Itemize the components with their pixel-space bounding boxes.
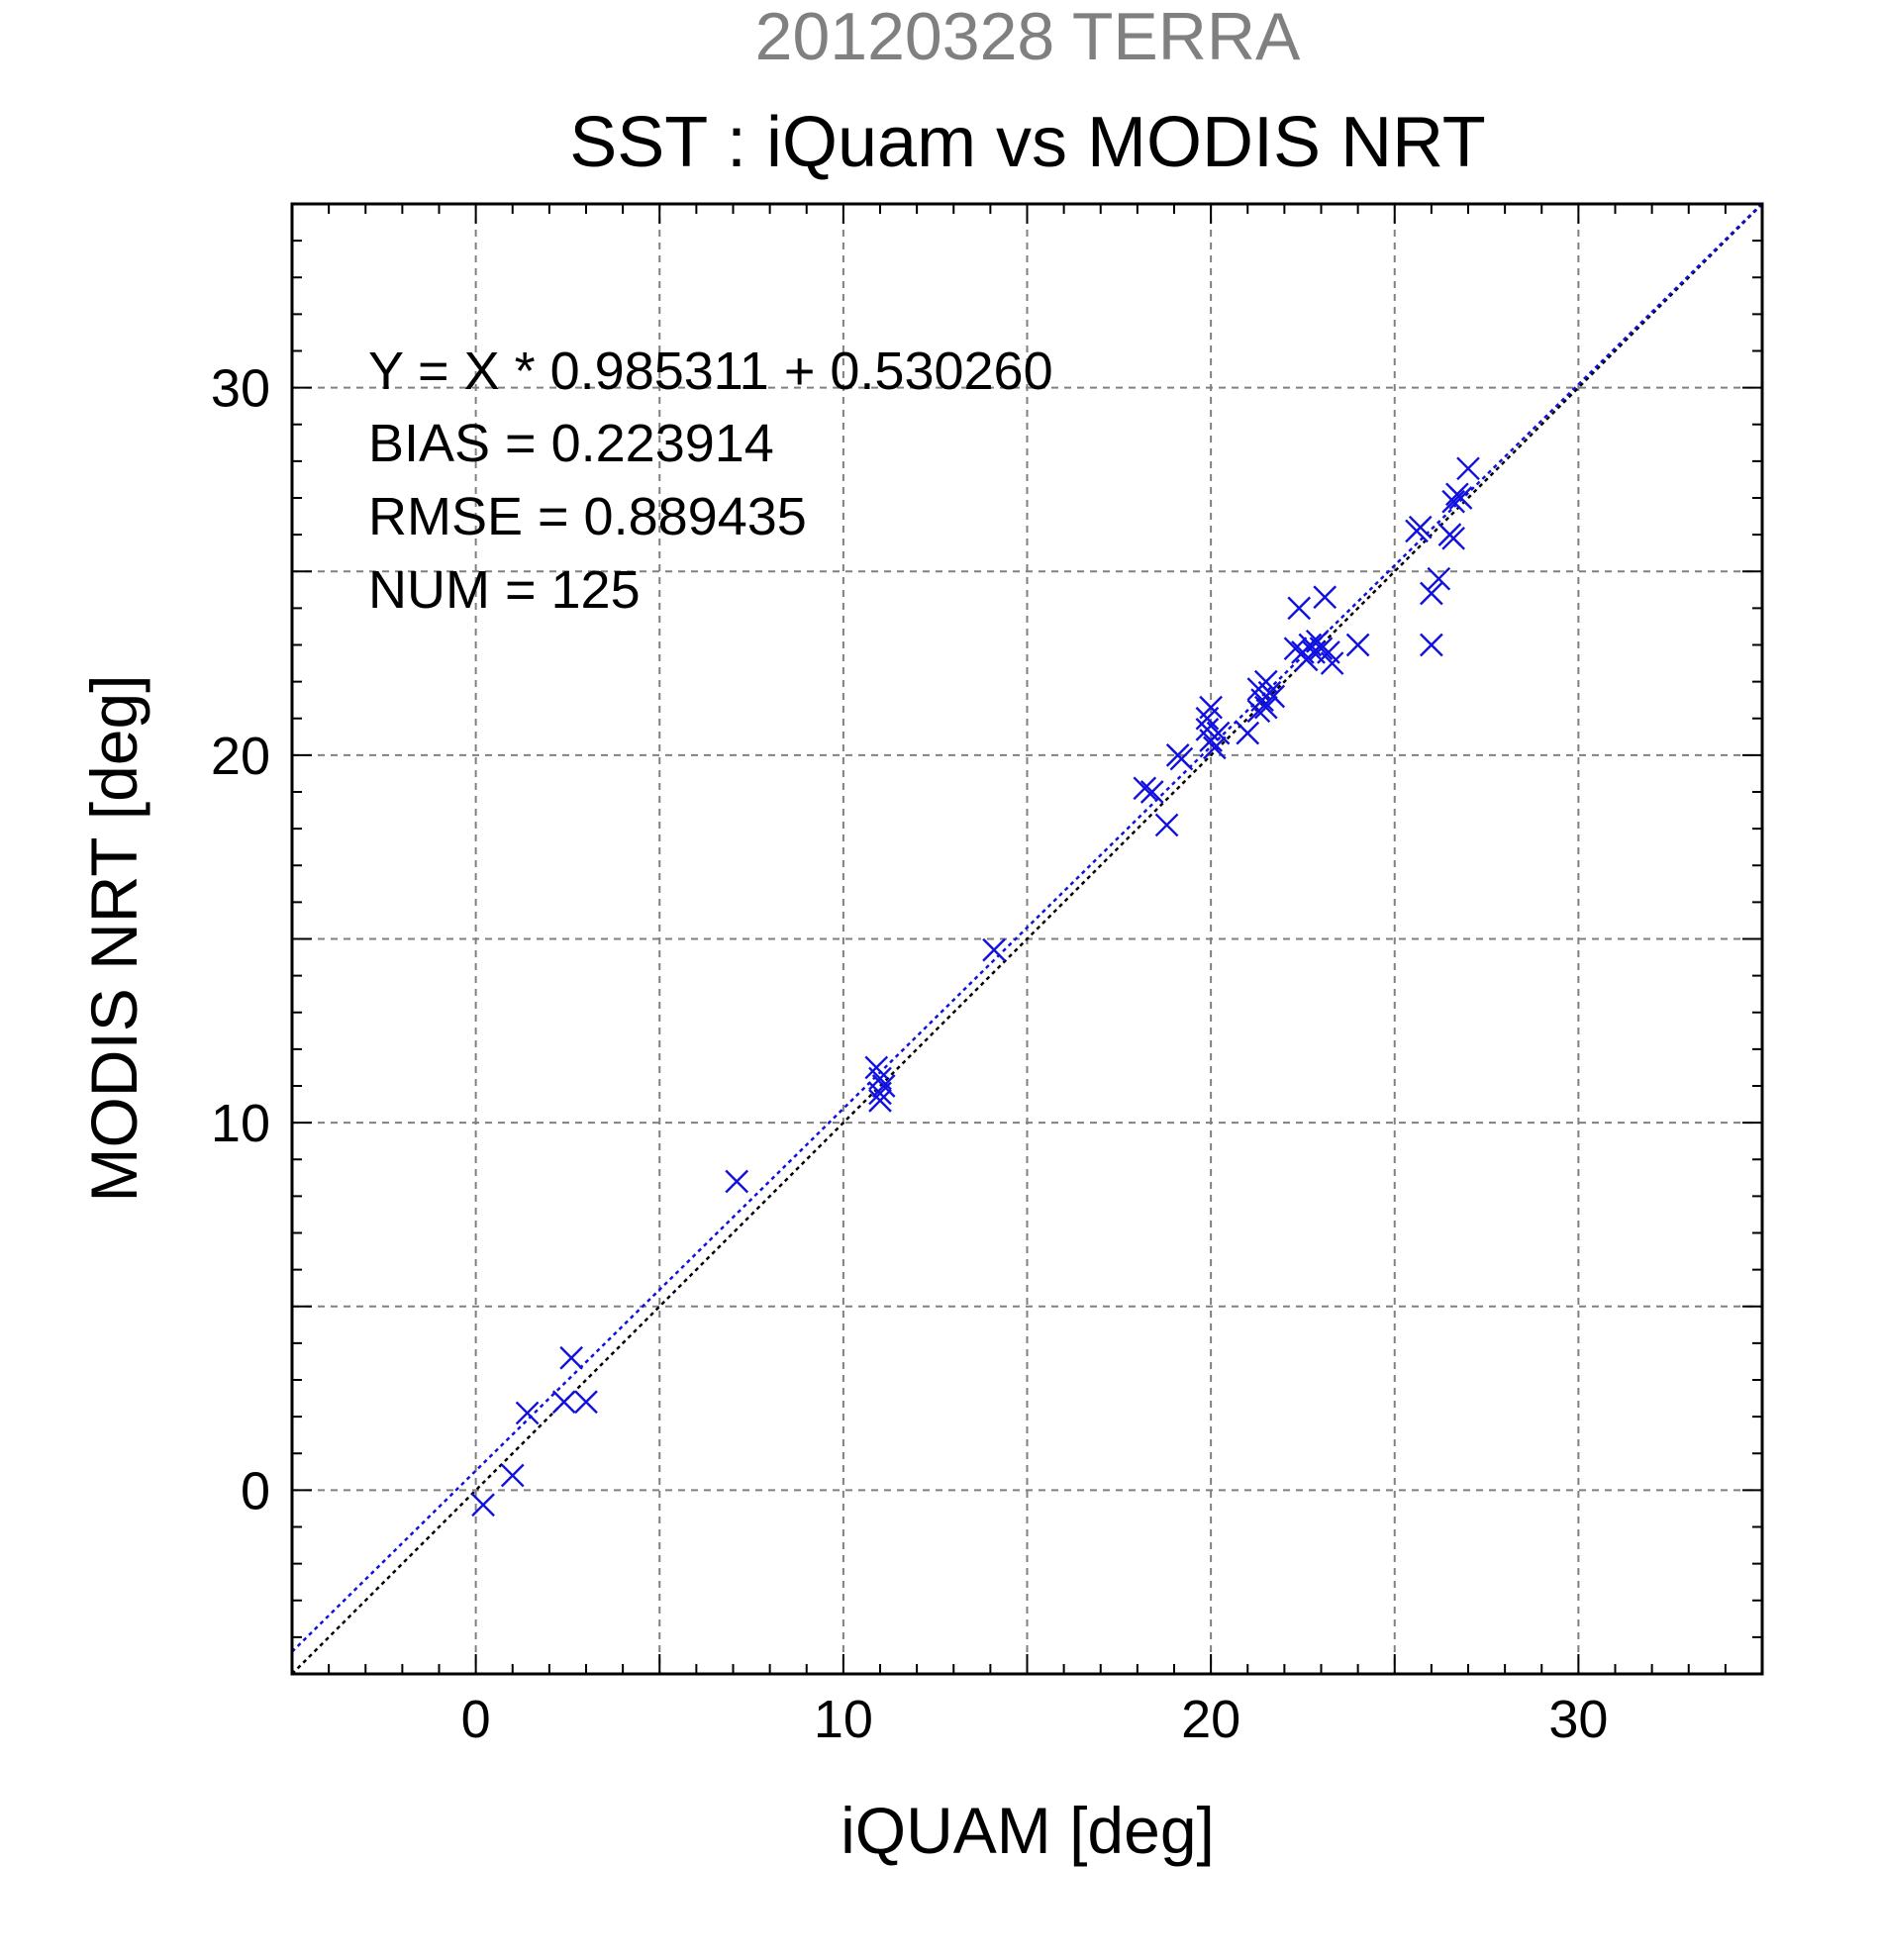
- data-point-marker: [871, 1074, 896, 1098]
- y-tick-label: 20: [211, 727, 270, 786]
- regression-equation-text: Y = X * 0.985311 + 0.530260: [368, 342, 1053, 401]
- data-point-marker: [1309, 637, 1334, 661]
- data-point-marker: [1287, 596, 1312, 621]
- data-point-marker: [982, 937, 1006, 962]
- data-point-marker: [1133, 776, 1157, 801]
- plot-frame: [290, 202, 1764, 1676]
- y-axis-tick-labels: 0 10 20 30: [211, 359, 270, 1521]
- data-point-marker: [725, 1169, 749, 1194]
- data-point-marker: [1441, 489, 1465, 514]
- bias-text: BIAS = 0.223914: [368, 414, 774, 473]
- data-point-marker: [574, 1390, 598, 1415]
- data-point-marker: [1313, 585, 1337, 610]
- stats-annotation: Y = X * 0.985311 + 0.530260 BIAS = 0.223…: [368, 342, 1053, 620]
- data-point-marker: [868, 1081, 892, 1106]
- data-point-marker: [868, 1089, 892, 1113]
- data-point-marker: [1427, 566, 1451, 591]
- data-point-marker: [1420, 633, 1443, 657]
- data-point-marker: [1420, 581, 1443, 606]
- data-point-marker: [471, 1493, 495, 1518]
- y-tick-label: 30: [211, 359, 270, 419]
- y-tick-label: 0: [241, 1461, 270, 1520]
- x-tick-label: 20: [1181, 1690, 1240, 1749]
- data-points: [471, 456, 1480, 1518]
- y-tick-label: 10: [211, 1094, 270, 1153]
- chart-subtitle: 20120328 TERRA: [755, 0, 1301, 74]
- x-tick-label: 0: [461, 1690, 491, 1749]
- data-point-marker: [1408, 515, 1433, 539]
- x-axis-tick-labels: 0 10 20 30: [461, 1690, 1609, 1749]
- data-point-marker: [515, 1401, 540, 1425]
- regression-line: [291, 202, 1763, 1653]
- y-axis-label: MODIS NRT [deg]: [77, 674, 150, 1202]
- data-point-marker: [1448, 486, 1473, 510]
- data-point-marker: [1246, 699, 1271, 724]
- reference-lines: [291, 202, 1763, 1675]
- data-point-marker: [1236, 721, 1260, 745]
- data-point-marker: [1441, 526, 1465, 550]
- data-point-marker: [1169, 746, 1194, 771]
- data-point-marker: [1345, 633, 1370, 657]
- chart-title: SST : iQuam vs MODIS NRT: [569, 103, 1486, 182]
- data-point-marker: [1202, 735, 1227, 760]
- x-axis-label: iQUAM [deg]: [841, 1794, 1215, 1867]
- rmse-text: RMSE = 0.889435: [368, 487, 807, 546]
- grid-lines: [292, 204, 1762, 1674]
- data-point-marker: [1320, 651, 1344, 675]
- data-point-marker: [559, 1345, 583, 1370]
- x-tick-label: 10: [814, 1690, 873, 1749]
- data-point-marker: [1456, 456, 1480, 481]
- identity-line: [291, 203, 1763, 1675]
- data-point-marker: [1139, 780, 1164, 804]
- data-point-marker: [1206, 721, 1231, 745]
- data-point-marker: [500, 1463, 525, 1488]
- data-point-marker: [1154, 813, 1179, 837]
- data-point-marker: [1199, 695, 1223, 720]
- data-point-marker: [551, 1390, 576, 1415]
- x-tick-label: 30: [1548, 1690, 1608, 1749]
- data-point-marker: [1253, 695, 1278, 720]
- num-text: NUM = 125: [368, 560, 641, 620]
